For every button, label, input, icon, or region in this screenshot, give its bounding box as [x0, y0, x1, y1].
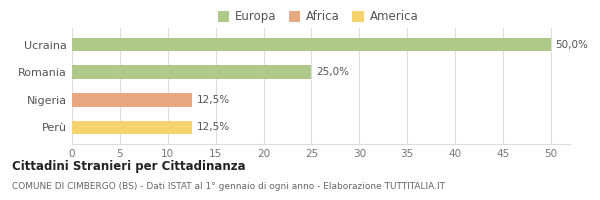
Bar: [72, 38, 551, 51]
Text: 12,5%: 12,5%: [197, 122, 230, 132]
Text: Cittadini Stranieri per Cittadinanza: Cittadini Stranieri per Cittadinanza: [12, 160, 245, 173]
Text: COMUNE DI CIMBERGO (BS) - Dati ISTAT al 1° gennaio di ogni anno - Elaborazione T: COMUNE DI CIMBERGO (BS) - Dati ISTAT al …: [12, 182, 445, 191]
Text: 12,5%: 12,5%: [197, 95, 230, 105]
Text: 50,0%: 50,0%: [556, 40, 589, 50]
Legend: Europa, Africa, America: Europa, Africa, America: [214, 7, 422, 27]
Bar: [72, 65, 311, 79]
Text: 25,0%: 25,0%: [316, 67, 349, 77]
Bar: [72, 93, 192, 107]
Bar: [72, 121, 192, 134]
